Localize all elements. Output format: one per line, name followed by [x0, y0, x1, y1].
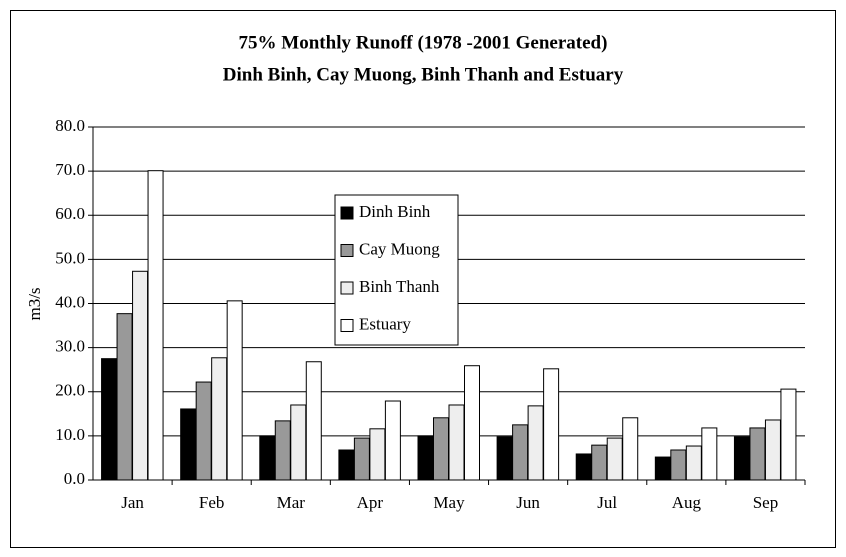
chart-title: 75% Monthly Runoff (1978 -2001 Generated…	[239, 32, 608, 53]
bar	[195, 381, 212, 481]
legend-swatch	[340, 206, 354, 220]
legend-swatch	[340, 244, 354, 257]
x-tick-label: Mar	[277, 493, 306, 512]
bar	[527, 405, 544, 481]
legend-label: Binh Thanh	[359, 277, 440, 296]
y-tick-label: 70.0	[55, 160, 85, 179]
y-tick-label: 10.0	[55, 425, 85, 444]
y-tick-label: 20.0	[55, 381, 85, 400]
legend-swatch	[340, 319, 354, 332]
bar	[180, 408, 197, 481]
bar	[353, 437, 370, 481]
bar	[622, 417, 639, 481]
bar	[512, 424, 529, 481]
bar	[116, 313, 133, 481]
y-tick-label: 60.0	[55, 204, 85, 223]
legend-label: Dinh Binh	[359, 202, 431, 221]
bar	[147, 170, 164, 481]
bar	[685, 445, 702, 481]
bar	[575, 453, 592, 481]
bar	[369, 428, 386, 481]
bar	[606, 437, 623, 481]
bar	[496, 436, 513, 481]
bar	[433, 417, 449, 481]
x-tick-label: Sep	[753, 493, 779, 512]
bar	[764, 419, 781, 481]
y-axis-label: m3/s	[25, 287, 44, 320]
bar	[749, 427, 766, 481]
y-tick-label: 50.0	[55, 248, 85, 267]
legend-swatch	[340, 281, 354, 295]
bar	[211, 357, 228, 481]
bar	[701, 427, 718, 481]
x-tick-label: Apr	[357, 493, 384, 512]
x-tick-label: Jun	[516, 493, 540, 512]
bar	[132, 270, 149, 481]
bar	[290, 404, 307, 481]
x-tick-label: May	[433, 493, 465, 512]
bar	[464, 365, 480, 481]
y-tick-label: 40.0	[55, 292, 85, 311]
bar	[274, 420, 291, 481]
bar	[780, 388, 797, 481]
x-tick-label: Jul	[597, 493, 617, 512]
y-tick-label: 0.0	[64, 469, 85, 488]
y-tick-label: 80.0	[55, 116, 85, 135]
bar	[670, 449, 687, 481]
bar	[226, 300, 243, 481]
bar	[305, 361, 322, 481]
bar	[733, 436, 750, 481]
bar	[591, 444, 608, 481]
bar	[338, 449, 355, 481]
x-tick-label: Jan	[121, 493, 144, 512]
bar	[417, 435, 434, 481]
legend-label: Cay Muong	[359, 239, 440, 258]
bar	[543, 368, 560, 481]
chart-subtitle: Dinh Binh, Cay Muong, Binh Thanh and Est…	[223, 64, 624, 85]
y-tick-label: 30.0	[55, 337, 85, 356]
bar	[384, 400, 401, 481]
x-tick-label: Feb	[199, 493, 225, 512]
legend-box	[334, 194, 459, 346]
bar	[101, 358, 118, 481]
bar	[654, 456, 671, 481]
legend-label: Estuary	[359, 314, 411, 333]
bar	[259, 435, 276, 481]
bar	[448, 404, 465, 481]
x-tick-label: Aug	[672, 493, 702, 512]
